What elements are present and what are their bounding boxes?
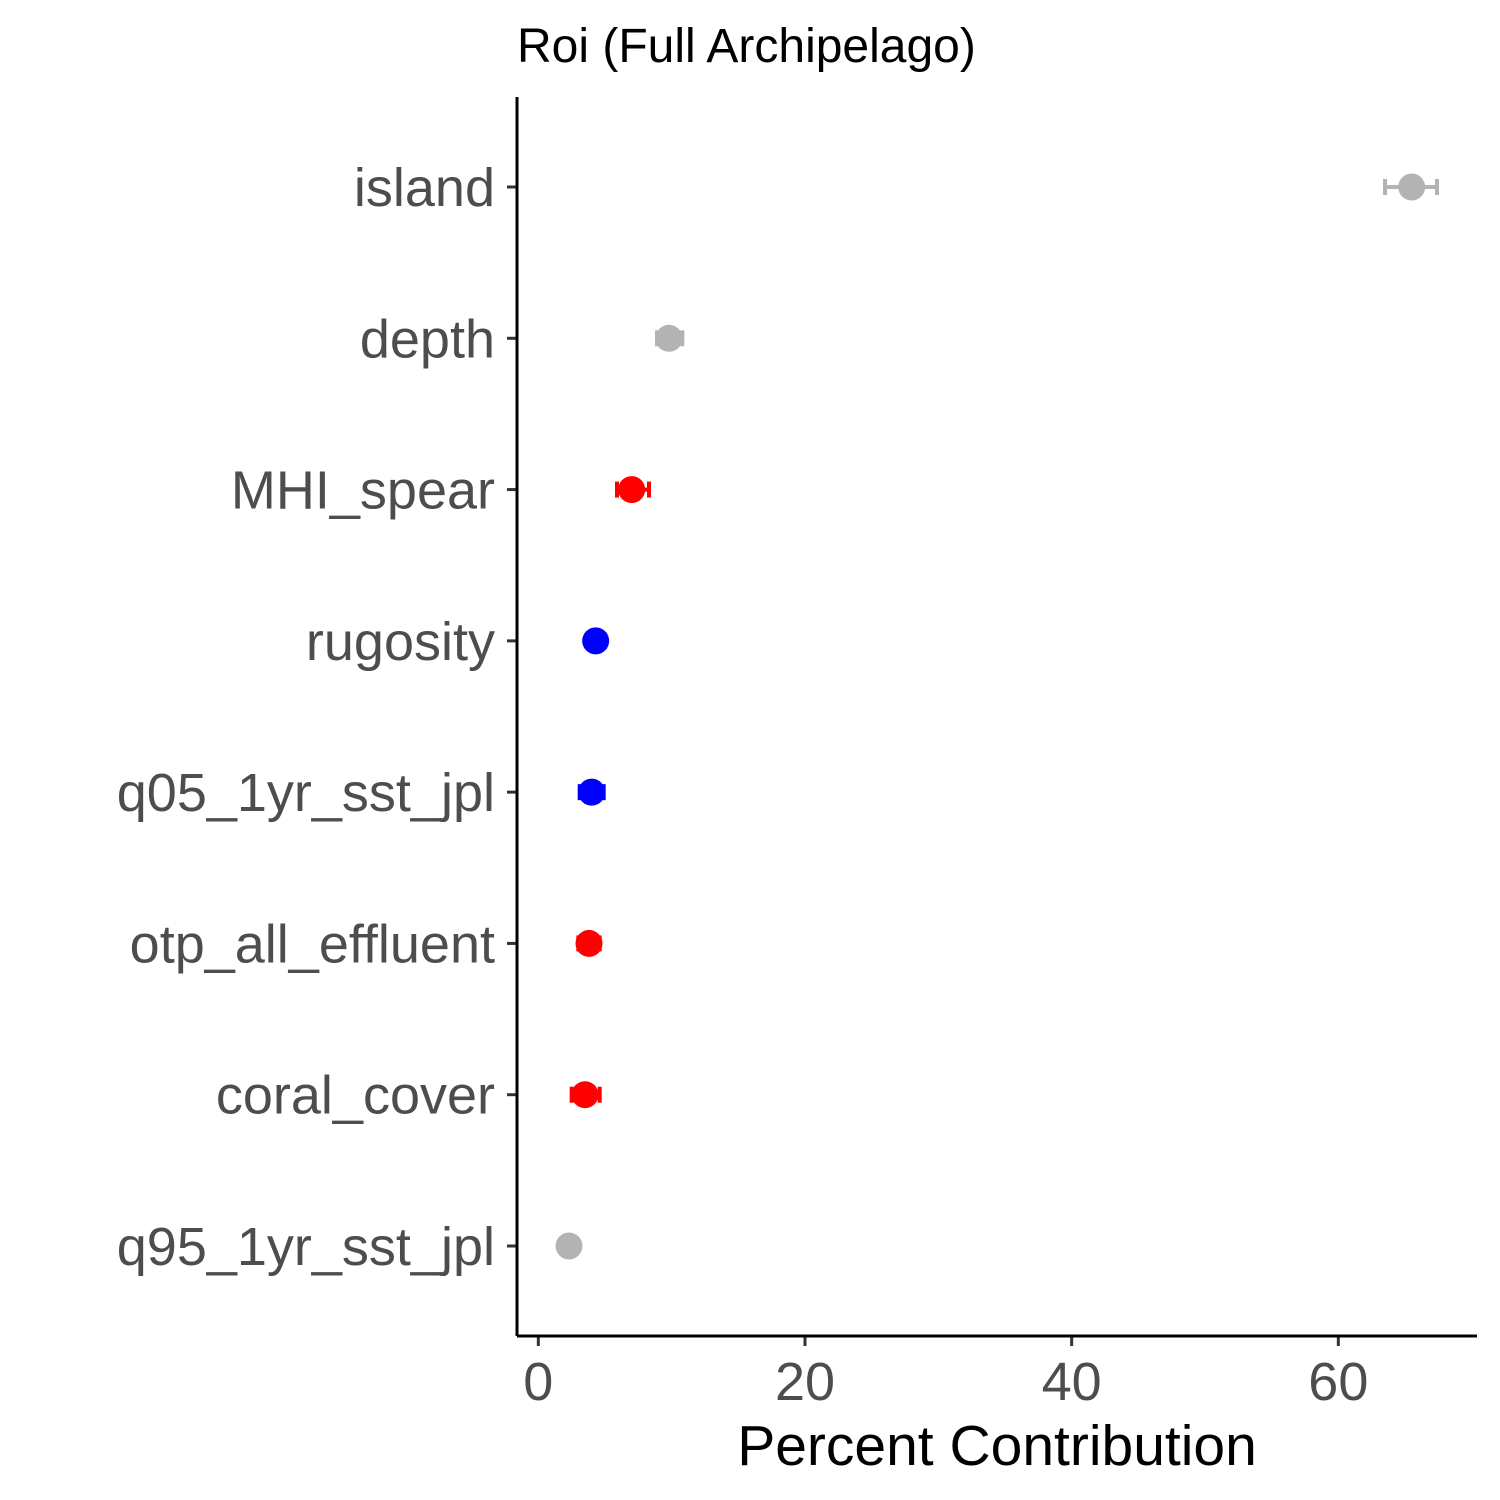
- y-tick-label: otp_all_effluent: [130, 914, 495, 974]
- x-tick-label: 0: [523, 1352, 553, 1412]
- data-point: [578, 778, 606, 806]
- x-tick-label: 20: [775, 1352, 835, 1412]
- x-axis-title: Percent Contribution: [737, 1414, 1257, 1478]
- data-point: [582, 627, 610, 655]
- x-tick-label: 60: [1308, 1352, 1368, 1412]
- y-tick-label: q95_1yr_sst_jpl: [117, 1217, 495, 1277]
- y-tick-label: rugosity: [306, 612, 495, 672]
- data-point: [1398, 173, 1426, 201]
- data-point-group: [615, 476, 651, 504]
- data-point-group: [555, 1232, 583, 1260]
- data-point-group: [655, 324, 685, 352]
- data-point: [555, 1232, 583, 1260]
- data-point-group: [1383, 173, 1439, 201]
- data-point: [618, 476, 646, 504]
- y-tick-label: q05_1yr_sst_jpl: [117, 763, 495, 823]
- data-point: [575, 929, 603, 957]
- y-tick-label: MHI_spear: [231, 461, 495, 521]
- data-points: [555, 173, 1439, 1260]
- y-axis: island depth MHI_spear rugosity q05_1yr_sst_…: [117, 158, 517, 1277]
- y-tick-label: island: [354, 158, 495, 218]
- data-point-group: [582, 627, 610, 655]
- data-point-group: [569, 1081, 602, 1109]
- x-tick-label: 40: [1042, 1352, 1102, 1412]
- data-point: [571, 1081, 599, 1109]
- y-tick-label: coral_cover: [216, 1066, 495, 1126]
- data-point-group: [577, 778, 606, 806]
- chart-title: Roi (Full Archipelago): [517, 20, 976, 73]
- data-point: [655, 324, 683, 352]
- y-tick-label: depth: [360, 309, 495, 369]
- x-axis: 0 20 40 60: [523, 1336, 1368, 1412]
- data-point-group: [575, 929, 603, 957]
